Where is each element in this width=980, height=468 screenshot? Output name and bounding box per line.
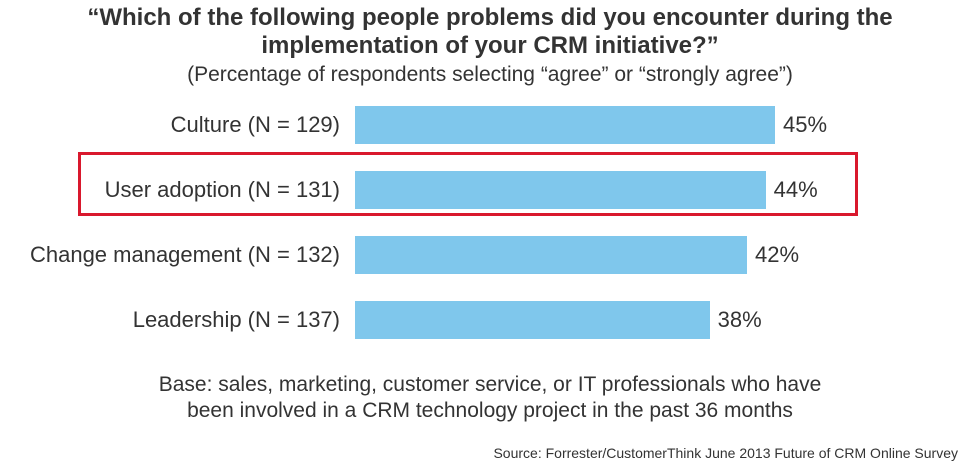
bar [355, 301, 710, 339]
chart-title-line1: “Which of the following people problems … [87, 4, 893, 31]
bar [355, 106, 775, 144]
base-note: Base: sales, marketing, customer service… [0, 372, 980, 424]
bar-label: Culture (N = 129) [170, 112, 340, 137]
chart-title: “Which of the following people problems … [0, 4, 980, 60]
bar-label: User adoption (N = 131) [104, 177, 340, 202]
bar [355, 236, 747, 274]
highlight-box [78, 152, 858, 216]
base-note-line1: Base: sales, marketing, customer service… [158, 373, 822, 396]
base-note-line2: been involved in a CRM technology projec… [187, 399, 793, 422]
bar-label: Leadership (N = 137) [132, 307, 340, 332]
source-note: Source: Forrester/CustomerThink June 201… [493, 445, 958, 461]
chart-title-line2: implementation of your CRM initiative?” [261, 32, 719, 59]
bar-value-label: 45% [783, 112, 828, 137]
bar-value-label: 38% [717, 307, 762, 332]
bar-label: Change management (N = 132) [29, 242, 340, 267]
chart-subtitle: (Percentage of respondents selecting “ag… [187, 63, 793, 86]
bar-value-label: 44% [773, 177, 818, 202]
bar [355, 171, 766, 209]
bar-value-label: 42% [755, 242, 800, 267]
